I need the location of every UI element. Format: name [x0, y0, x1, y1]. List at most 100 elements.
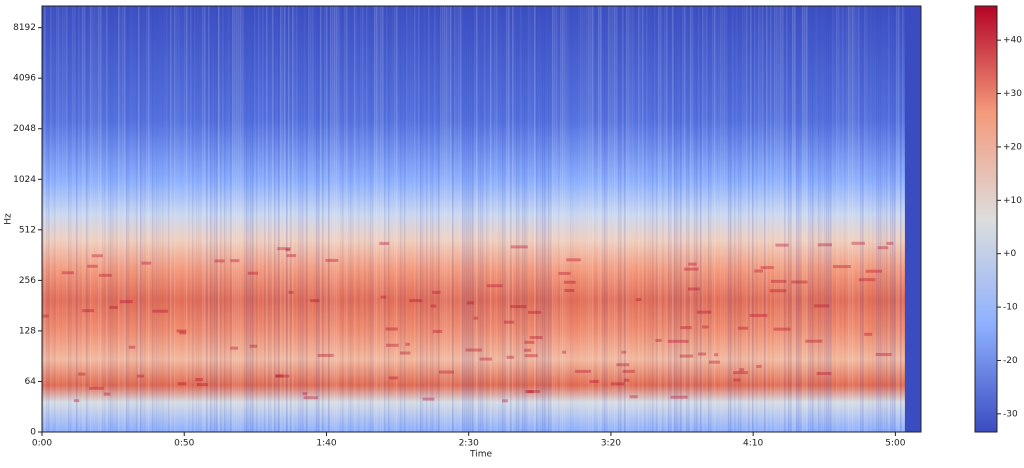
texture-stripe [724, 6, 726, 432]
texture-stripe [378, 6, 380, 432]
texture-blob [432, 329, 443, 333]
colorbar-tick-label: +20 [1003, 142, 1022, 152]
texture-stripe [792, 6, 794, 432]
texture-blob [510, 245, 528, 249]
texture-blob [473, 316, 478, 320]
texture-stripe [752, 6, 754, 432]
texture-stripe [648, 6, 650, 432]
texture-stripe [308, 6, 310, 432]
x-tick-label: 3:20 [601, 439, 621, 449]
texture-stripe [464, 6, 466, 432]
colorbar-tick-label: +0 [1003, 249, 1017, 259]
texture-stripe [84, 6, 86, 432]
texture-stripe [666, 6, 668, 432]
texture-stripe [198, 6, 200, 432]
texture-stripe [300, 6, 302, 432]
texture-blob [405, 342, 410, 346]
texture-stripe [486, 6, 488, 432]
texture-blob [91, 254, 103, 258]
texture-blob [87, 264, 98, 268]
texture-stripe [118, 6, 120, 432]
texture-stripe [148, 6, 150, 432]
texture-stripe [890, 6, 892, 432]
texture-stripe [74, 6, 76, 432]
texture-blob [119, 300, 133, 304]
texture-stripe [222, 6, 224, 432]
texture-stripe [340, 6, 342, 432]
texture-stripe [362, 6, 364, 432]
texture-stripe [472, 6, 474, 432]
texture-stripe [904, 6, 906, 432]
texture-stripe [578, 6, 580, 432]
texture-stripe [540, 6, 542, 432]
texture-stripe [324, 6, 326, 432]
texture-stripe [86, 6, 88, 432]
texture-stripe [756, 6, 758, 432]
texture-stripe [282, 6, 284, 432]
texture-stripe [156, 6, 158, 432]
y-tick-label: 128 [19, 326, 36, 336]
texture-stripe [892, 6, 894, 432]
x-tick-label: 0:00 [32, 439, 52, 449]
texture-stripe [544, 6, 546, 432]
texture-blob [524, 354, 538, 358]
x-tick-label: 0:50 [174, 439, 194, 449]
texture-stripe [334, 6, 336, 432]
texture-stripe [630, 6, 632, 432]
texture-stripe [316, 6, 318, 432]
texture-stripe [504, 6, 506, 432]
texture-stripe [66, 6, 68, 432]
texture-blob [563, 280, 576, 284]
texture-stripe [138, 6, 140, 432]
texture-blob [277, 247, 291, 251]
texture-stripe [54, 6, 56, 432]
texture-stripe [176, 6, 178, 432]
texture-stripe [214, 6, 216, 432]
texture-stripe [322, 6, 324, 432]
texture-stripe [466, 6, 468, 432]
texture-stripe [646, 6, 648, 432]
texture-stripe [896, 6, 898, 432]
texture-stripe [268, 6, 270, 432]
texture-stripe [366, 6, 368, 432]
texture-stripe [596, 6, 598, 432]
texture-stripe [208, 6, 210, 432]
texture-stripe [428, 6, 430, 432]
texture-blob [249, 344, 258, 348]
y-tick-label: 512 [19, 225, 36, 235]
texture-stripe [330, 6, 332, 432]
texture-stripe [278, 6, 280, 432]
texture-stripe [480, 6, 482, 432]
texture-stripe [476, 6, 478, 432]
texture-stripe [802, 6, 804, 432]
texture-stripe [502, 6, 504, 432]
texture-stripe [128, 6, 130, 432]
texture-stripe [534, 6, 536, 432]
y-tick-label: 0 [30, 428, 36, 438]
texture-stripe [898, 6, 900, 432]
texture-stripe [346, 6, 348, 432]
texture-stripe [568, 6, 570, 432]
texture-stripe [566, 6, 568, 432]
texture-blob [524, 340, 535, 344]
texture-stripe [68, 6, 70, 432]
texture-blob [109, 305, 118, 309]
texture-blob [385, 343, 399, 347]
texture-stripe [766, 6, 768, 432]
texture-stripe [784, 6, 786, 432]
texture-blob [502, 399, 508, 403]
texture-stripe [582, 6, 584, 432]
texture-stripe [212, 6, 214, 432]
texture-stripe [790, 6, 792, 432]
texture-stripe [202, 6, 204, 432]
texture-stripe [698, 6, 700, 432]
texture-blob [684, 339, 689, 343]
texture-stripe [814, 6, 816, 432]
texture-stripe [342, 6, 344, 432]
texture-stripe [256, 6, 258, 432]
texture-stripe [772, 6, 774, 432]
texture-stripe [498, 6, 500, 432]
texture-stripe [822, 6, 824, 432]
texture-stripe [46, 6, 48, 432]
texture-stripe [800, 6, 802, 432]
